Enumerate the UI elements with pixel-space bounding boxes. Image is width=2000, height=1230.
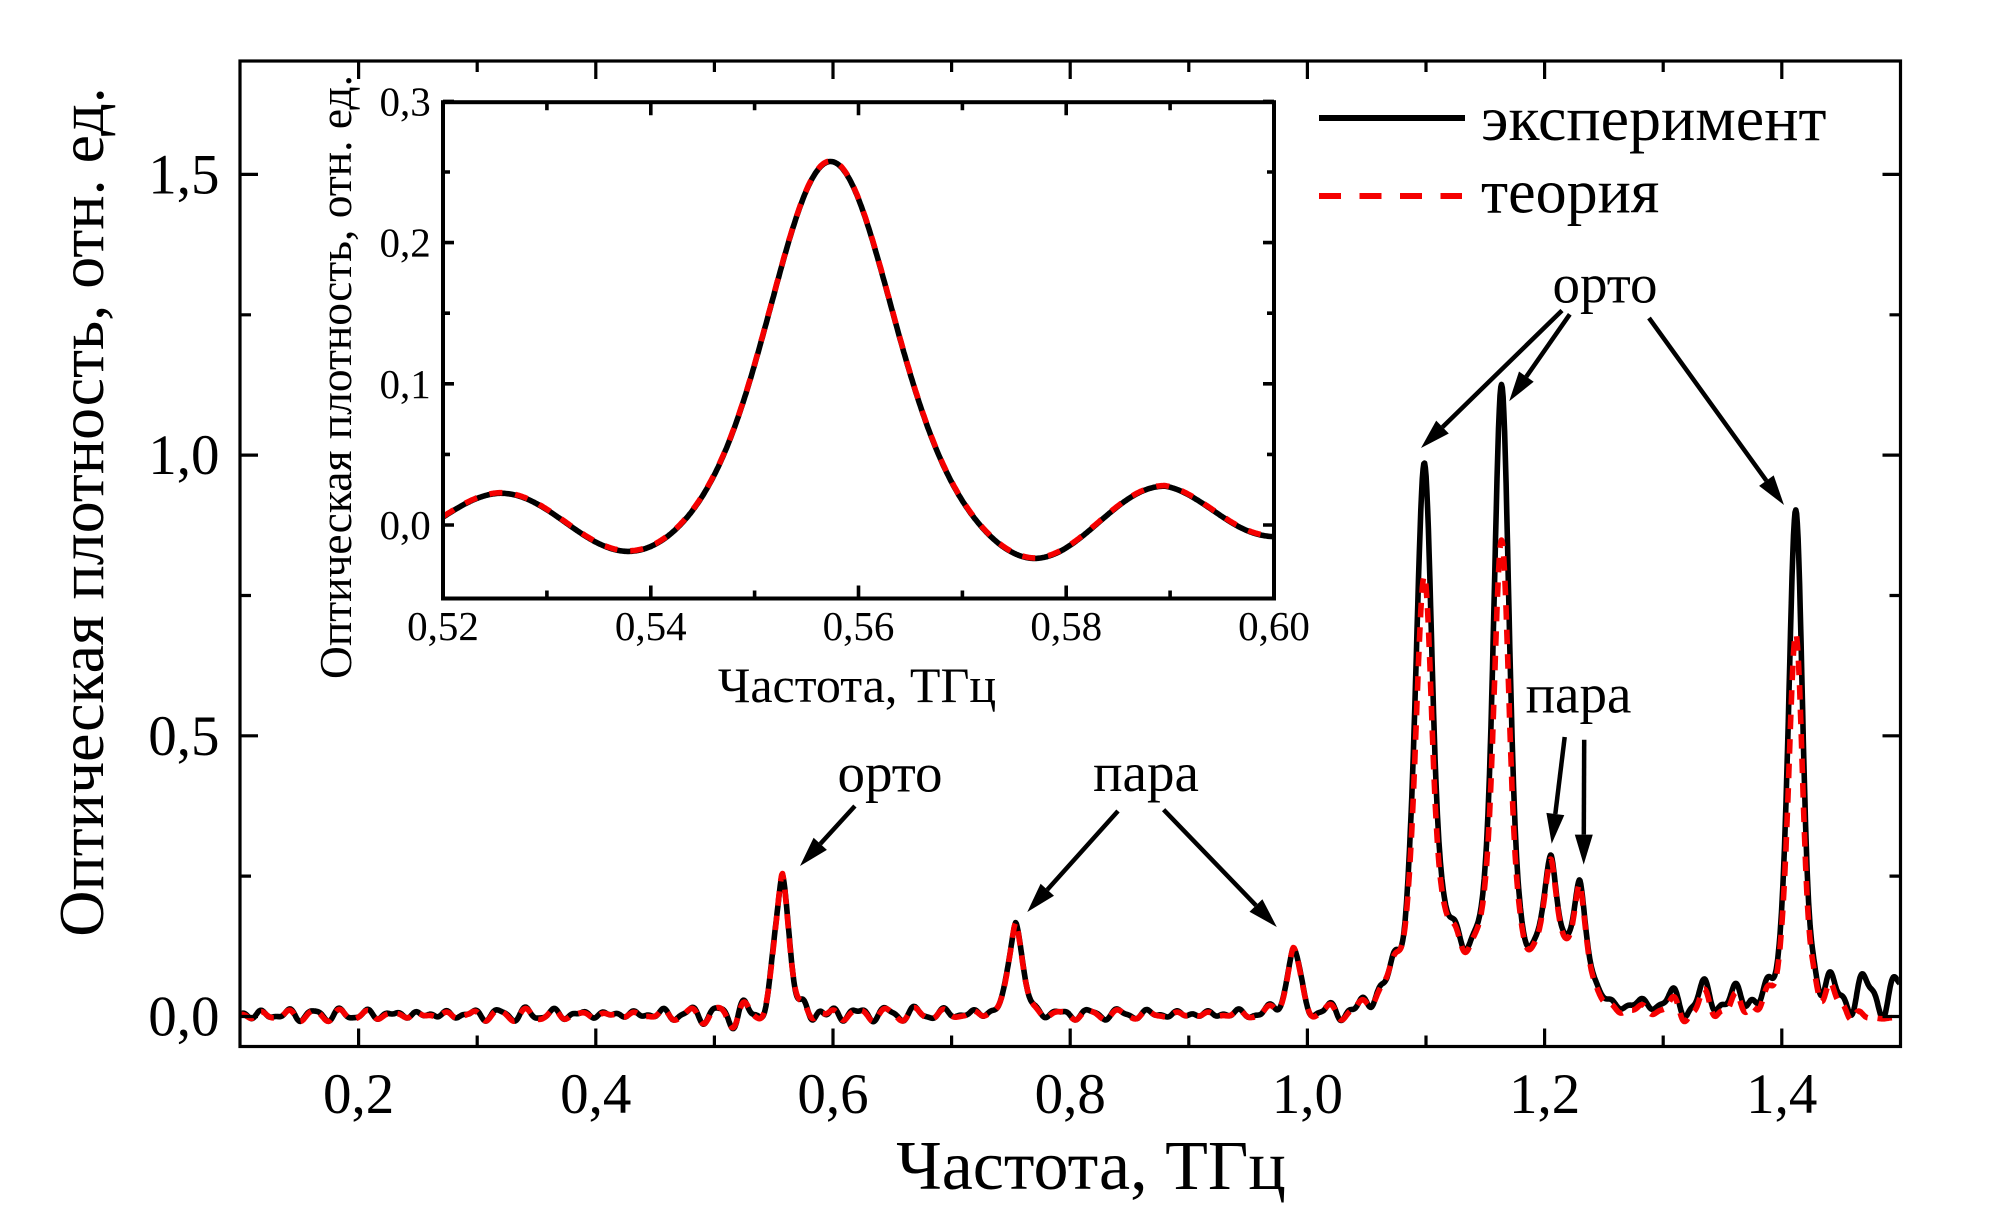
svg-text:0,0: 0,0 <box>148 986 219 1049</box>
svg-text:Частота, ТГц: Частота, ТГц <box>896 1128 1286 1205</box>
svg-text:0,4: 0,4 <box>560 1063 631 1126</box>
svg-text:теория: теория <box>1481 159 1659 227</box>
svg-text:0,8: 0,8 <box>1035 1063 1106 1126</box>
svg-text:0,5: 0,5 <box>148 705 219 768</box>
svg-text:0,54: 0,54 <box>615 603 687 649</box>
svg-text:Оптическая плотность, отн. ед.: Оптическая плотность, отн. ед. <box>46 87 117 936</box>
svg-text:эксперимент: эксперимент <box>1481 83 1826 154</box>
svg-text:0,60: 0,60 <box>1238 603 1310 649</box>
svg-text:1,5: 1,5 <box>148 143 219 206</box>
svg-text:орто: орто <box>1552 254 1657 315</box>
svg-text:0,1: 0,1 <box>379 361 430 407</box>
svg-text:0,58: 0,58 <box>1030 603 1102 649</box>
svg-text:0,3: 0,3 <box>379 78 430 124</box>
svg-text:пара: пара <box>1093 742 1199 803</box>
svg-text:1,2: 1,2 <box>1509 1063 1580 1126</box>
svg-text:1,0: 1,0 <box>1272 1063 1343 1126</box>
svg-text:1,4: 1,4 <box>1746 1063 1817 1126</box>
svg-text:0,0: 0,0 <box>379 502 430 548</box>
svg-text:1,0: 1,0 <box>148 424 219 487</box>
svg-text:Частота, ТГц: Частота, ТГц <box>718 657 996 713</box>
svg-text:0,2: 0,2 <box>379 220 430 266</box>
svg-text:0,2: 0,2 <box>323 1063 394 1126</box>
svg-text:Оптическая плотность, отн. ед.: Оптическая плотность, отн. ед. <box>310 75 361 679</box>
svg-text:0,56: 0,56 <box>823 603 895 649</box>
svg-text:0,52: 0,52 <box>407 603 479 649</box>
svg-text:пара: пара <box>1526 664 1632 725</box>
svg-text:орто: орто <box>837 743 942 804</box>
svg-text:0,6: 0,6 <box>797 1063 868 1126</box>
